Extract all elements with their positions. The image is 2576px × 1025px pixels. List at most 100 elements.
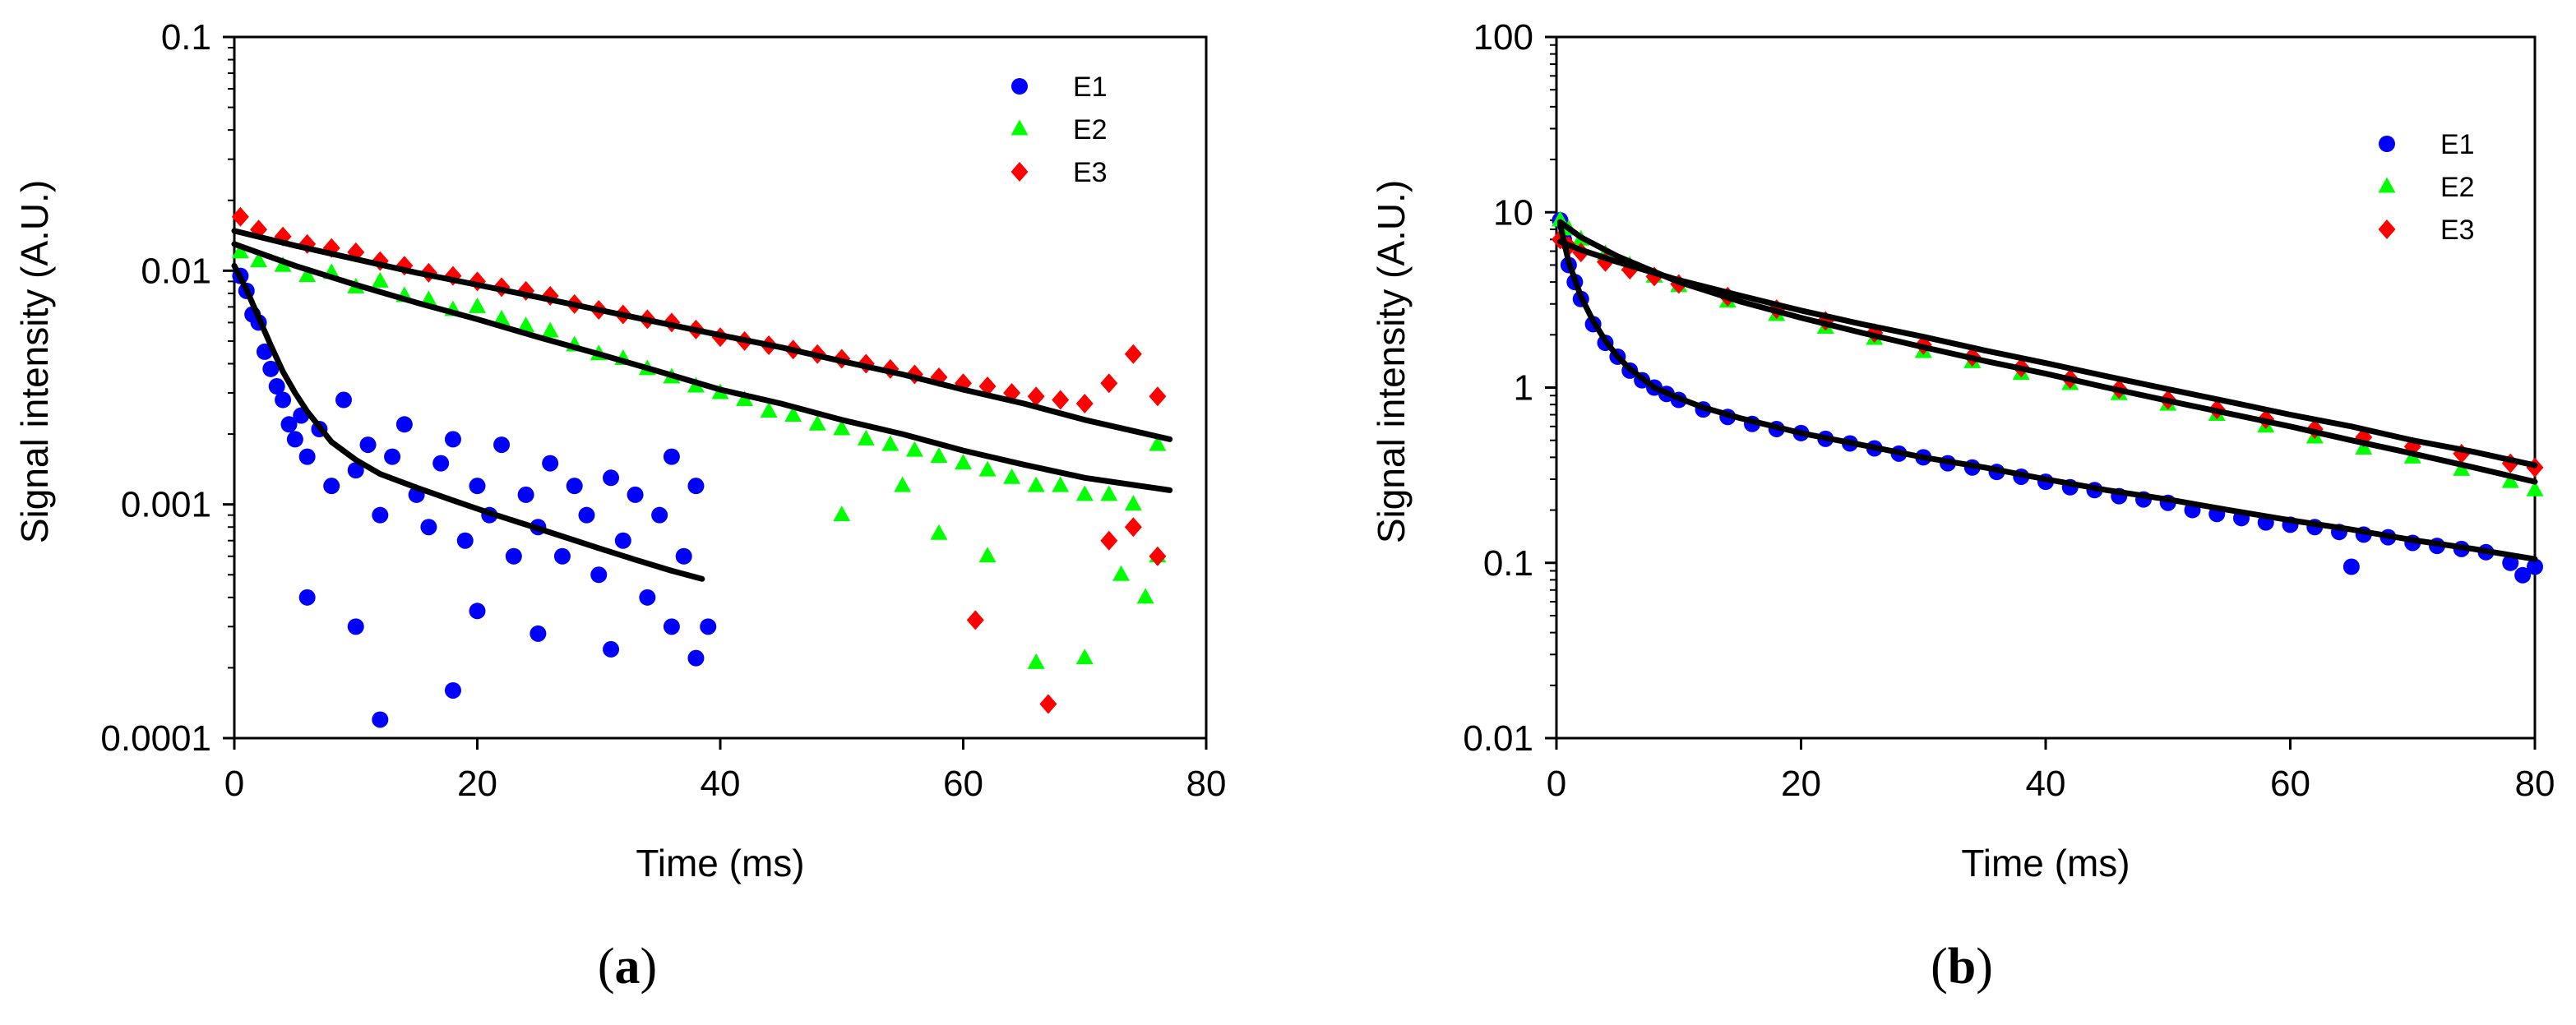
- data-point-e1: [590, 566, 608, 584]
- data-point-e1: [675, 547, 692, 565]
- data-point-e2: [736, 390, 754, 407]
- fit-line-e3-b: [1557, 238, 2538, 469]
- data-point-e2: [250, 252, 268, 268]
- data-point-e1: [566, 478, 583, 495]
- legend-label-e2: E2: [2440, 172, 2475, 203]
- data-point-e3: [1124, 344, 1142, 364]
- data-point-e2: [371, 271, 389, 288]
- legend-label-e3: E3: [1073, 157, 1108, 188]
- panel-label-a: (a): [598, 939, 657, 995]
- data-point-e1: [687, 649, 705, 667]
- fit-line-e2-b: [1557, 219, 2538, 485]
- x-tick-label-a: 80: [1186, 764, 1227, 804]
- x-tick-label-b: 60: [2270, 764, 2310, 804]
- legend-marker-e3: [1011, 162, 1029, 182]
- data-point-e1: [639, 589, 656, 606]
- data-point-e2: [2501, 472, 2519, 488]
- data-point-e3: [1100, 530, 1118, 551]
- data-point-e2: [1027, 653, 1045, 669]
- data-point-e3: [1027, 386, 1045, 407]
- data-point-e2: [298, 266, 317, 283]
- y-tick-label-a: 0.0001: [100, 718, 211, 759]
- x-axis-label-a: Time (ms): [636, 842, 804, 884]
- data-point-e2: [1149, 435, 1167, 451]
- data-point-e2: [784, 406, 802, 422]
- data-point-e2: [930, 524, 948, 540]
- data-point-e1: [268, 378, 285, 395]
- y-axis-label-a: Signal intensity (A.U.): [13, 180, 56, 543]
- data-point-e3: [1149, 546, 1167, 566]
- data-point-e1: [286, 431, 303, 448]
- data-point-e2: [2526, 480, 2544, 496]
- data-point-e1: [2527, 558, 2543, 575]
- panel-label-b: (b): [1931, 939, 1993, 995]
- data-point-e1: [335, 391, 352, 409]
- legend-label-e1: E1: [1073, 72, 1108, 103]
- x-tick-label-b: 40: [2026, 764, 2066, 804]
- data-point-e2: [1100, 485, 1118, 501]
- data-point-e2: [857, 429, 875, 446]
- data-point-e3: [1039, 694, 1057, 714]
- series-e1-b: [1552, 212, 2543, 584]
- data-point-e1: [651, 506, 668, 524]
- x-tick-label-b: 80: [2515, 764, 2555, 804]
- data-point-e2: [808, 414, 826, 431]
- data-point-e1: [687, 478, 705, 495]
- x-tick-label-a: 40: [701, 764, 741, 804]
- fit-line-e1-b: [1557, 221, 2538, 562]
- legend-marker-e2: [2378, 177, 2396, 193]
- plot-area-a: 0 20 40 60 80 0.0001 0.001 0.01 0.1 E1 E2 E3: [100, 17, 1226, 804]
- data-point-e3: [1052, 390, 1070, 410]
- data-point-e2: [2453, 459, 2471, 476]
- data-point-e2: [231, 242, 249, 259]
- data-point-e1: [395, 416, 413, 433]
- data-point-e1: [603, 640, 620, 658]
- data-point-e2: [469, 297, 486, 313]
- x-axis-label-b: Time (ms): [1961, 842, 2130, 884]
- data-point-e1: [469, 478, 486, 495]
- data-point-e1: [432, 455, 450, 472]
- panel-letter-a: a: [615, 939, 641, 995]
- data-point-e2: [1003, 468, 1021, 484]
- data-point-e2: [905, 441, 923, 457]
- x-tick-label-b: 20: [1781, 764, 1821, 804]
- fit-line-e1-a: [231, 262, 705, 582]
- data-point-e2: [1075, 649, 1094, 665]
- legend-marker-e3: [2378, 219, 2396, 239]
- data-point-e1: [444, 431, 461, 448]
- data-point-e2: [1052, 476, 1070, 492]
- data-point-e1: [663, 618, 680, 635]
- y-tick-label-a: 0.01: [141, 251, 211, 291]
- data-point-e2: [978, 460, 997, 477]
- plot-area-b: 0 20 40 60 80 0.01 0.1 1 10 100 E1 E2 E3: [1463, 17, 2555, 804]
- data-point-e1: [627, 486, 644, 503]
- x-tick-label-a: 20: [457, 764, 497, 804]
- legend-label-e2: E2: [1073, 114, 1108, 145]
- y-tick-label-b: 10: [1493, 192, 1533, 233]
- data-point-e1: [493, 436, 511, 454]
- data-point-e3: [231, 206, 249, 227]
- data-point-e3: [1100, 373, 1118, 394]
- data-point-e2: [1136, 588, 1154, 604]
- data-point-e1: [384, 448, 401, 465]
- legend-label-e1: E1: [2440, 129, 2475, 160]
- data-point-e3: [1075, 394, 1094, 414]
- data-point-e2: [930, 447, 948, 464]
- data-point-e1: [323, 478, 340, 495]
- data-point-e1: [700, 618, 717, 635]
- legend-b: E1 E2 E3: [2378, 129, 2475, 246]
- data-point-e1: [2502, 554, 2519, 571]
- data-point-e1: [578, 506, 595, 524]
- data-point-e1: [262, 360, 280, 377]
- data-point-e1: [456, 532, 474, 549]
- data-point-e3: [1149, 386, 1167, 407]
- data-point-e2: [760, 402, 778, 418]
- data-point-e1: [347, 618, 364, 635]
- y-tick-label-a: 0.1: [161, 17, 211, 58]
- data-point-e1: [372, 506, 389, 524]
- legend-label-e3: E3: [2440, 215, 2475, 246]
- data-point-e2: [1027, 476, 1045, 492]
- legend-a: E1 E2 E3: [1011, 72, 1108, 188]
- data-point-e1: [603, 469, 620, 487]
